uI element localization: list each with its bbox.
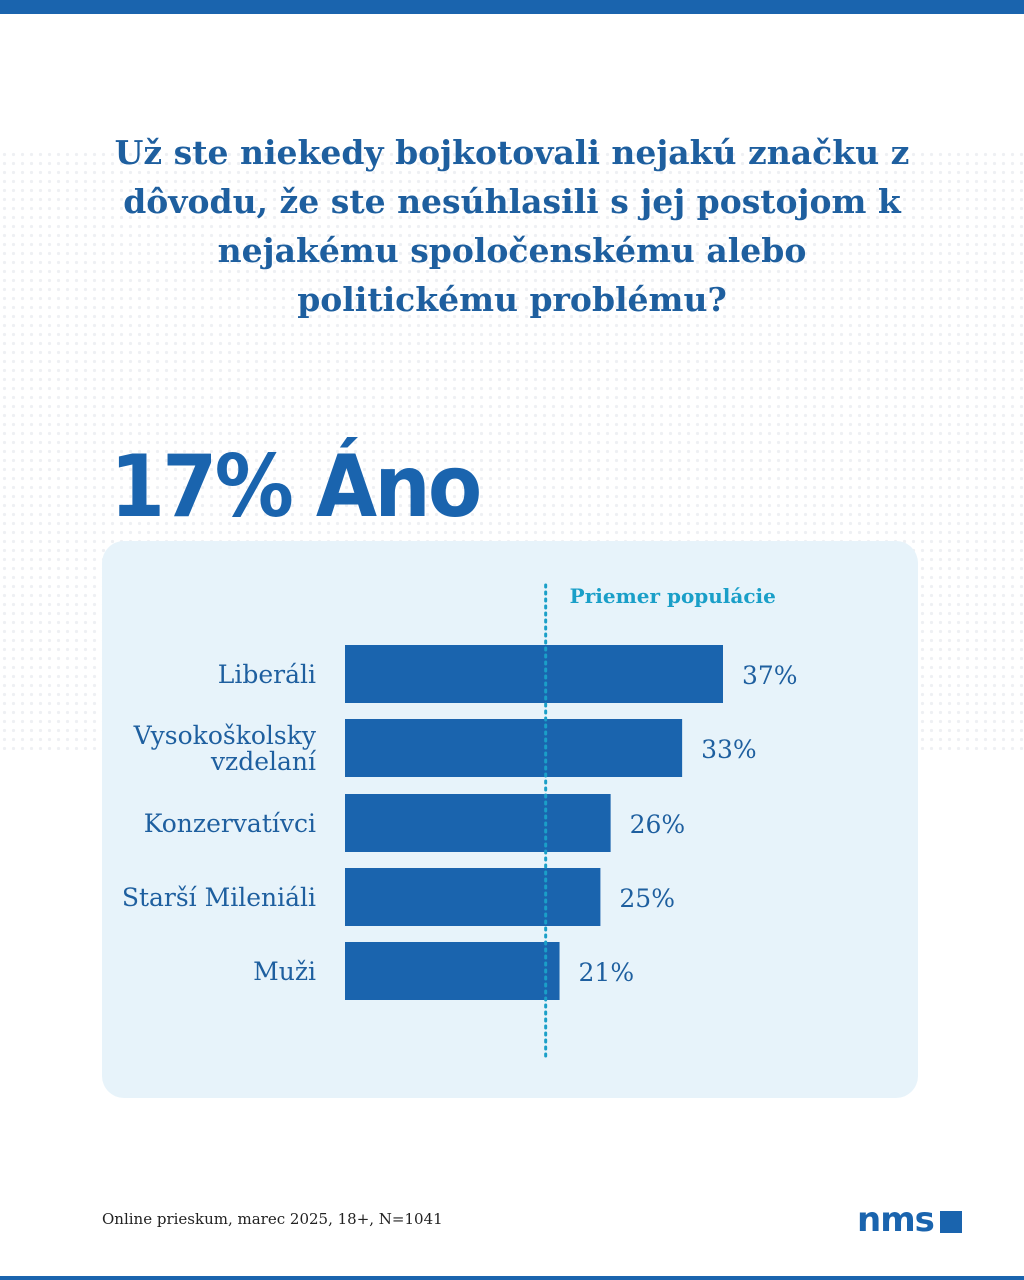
bar-1 [345,719,683,777]
bar-value-label-3: 25% [619,884,675,913]
logo-text: nms [857,1200,935,1240]
category-label-1-line-1: vzdelaní [210,747,317,776]
footnote-source: Online prieskum, marec 2025, 18+, N=1041 [102,1210,443,1228]
bar-4 [345,942,560,1000]
category-label-0: Liberáli [218,660,316,689]
question-title: Už ste niekedy bojkotovali nejakú značku… [114,133,910,319]
category-label-1-line-0: Vysokoškolsky [133,721,317,750]
bar-value-label-1: 33% [701,735,757,764]
headline-result: 17% Áno [110,437,482,537]
nms-logo: nms [857,1203,962,1237]
bar-value-label-4: 21% [579,958,635,987]
bar-0 [345,645,723,703]
category-label-2: Konzervatívci [144,809,316,838]
category-label-3: Starší Mileniáli [122,883,316,912]
population-average-label: Priemer populácie [570,584,776,608]
bar-value-label-0: 37% [742,661,798,690]
top-accent-bar [0,0,1024,14]
logo-square-icon [939,1211,962,1233]
bottom-accent-line [0,1276,1024,1280]
bar-3 [345,868,601,926]
category-label-4: Muži [253,957,316,986]
bar-value-label-2: 26% [630,810,686,839]
bar-2 [345,794,611,852]
